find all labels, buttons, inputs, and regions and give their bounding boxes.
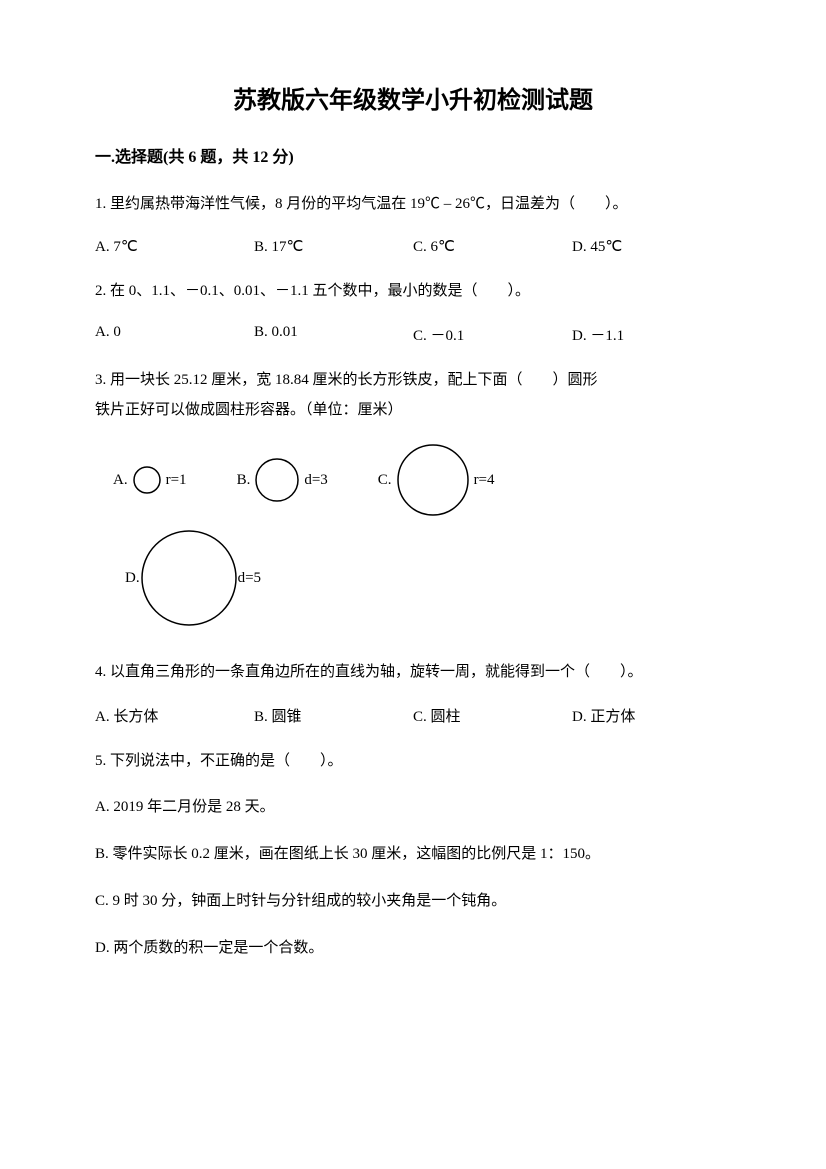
q1-option-d: D. 45℃ [572,237,731,256]
question-3-line2: 铁片正好可以做成圆柱形容器。（单位：厘米） [95,395,731,425]
q4-option-a: A. 长方体 [95,705,254,726]
q3-option-b: B. d=3 [237,457,328,503]
q3-c-letter: C. [378,472,392,489]
question-3-options-abc: A. r=1 B. d=3 C. r=4 [95,443,731,517]
question-3-text: 3. 用一块长 25.12 厘米，宽 18.84 厘米的长方形铁皮，配上下面（ … [95,365,731,425]
page-title: 苏教版六年级数学小升初检测试题 [95,80,731,115]
q4-option-c: C. 圆柱 [413,705,572,726]
q1-option-c: C. 6℃ [413,237,572,256]
q3-d-label: d=5 [238,570,261,587]
q2-option-d: D. －1.1 [572,324,731,345]
q5-statement-a: A. 2019 年二月份是 28 天。 [95,794,731,821]
circle-d-icon [140,529,238,627]
q3-b-label: d=3 [304,472,327,489]
q3-a-letter: A. [113,472,128,489]
q3-option-d: D. d=5 [125,529,261,627]
q1-option-b: B. 17℃ [254,237,413,256]
question-1-text: 1. 里约属热带海洋性气候，8 月份的平均气温在 19℃ – 26℃，日温差为（… [95,189,731,219]
circle-c-icon [396,443,470,517]
q5-statement-b: B. 零件实际长 0.2 厘米，画在图纸上长 30 厘米，这幅图的比例尺是 1：… [95,841,731,868]
q2-option-c: C. －0.1 [413,324,572,345]
question-1-options: A. 7℃ B. 17℃ C. 6℃ D. 45℃ [95,237,731,256]
q3-b-letter: B. [237,472,251,489]
section-1-header: 一.选择题(共 6 题，共 12 分) [95,143,731,167]
question-3-option-d-row: D. d=5 [95,529,731,627]
question-5-text: 5. 下列说法中，不正确的是（ ）。 [95,746,731,776]
q2-option-a: A. 0 [95,324,254,345]
q3-a-label: r=1 [166,472,187,489]
q2-option-b: B. 0.01 [254,324,413,345]
q3-c-label: r=4 [474,472,495,489]
question-2-text: 2. 在 0、1.1、－0.1、0.01、－1.1 五个数中，最小的数是（ ）。 [95,276,731,306]
circle-a-icon [132,465,162,495]
q1-option-a: A. 7℃ [95,237,254,256]
question-4-text: 4. 以直角三角形的一条直角边所在的直线为轴，旋转一周，就能得到一个（ ）。 [95,657,731,687]
question-2-options: A. 0 B. 0.01 C. －0.1 D. －1.1 [95,324,731,345]
q4-option-d: D. 正方体 [572,705,731,726]
question-4-options: A. 长方体 B. 圆锥 C. 圆柱 D. 正方体 [95,705,731,726]
circle-b-icon [254,457,300,503]
q3-option-c: C. r=4 [378,443,495,517]
q4-option-b: B. 圆锥 [254,705,413,726]
q5-statement-c: C. 9 时 30 分，钟面上时针与分针组成的较小夹角是一个钝角。 [95,888,731,915]
question-3-line1: 3. 用一块长 25.12 厘米，宽 18.84 厘米的长方形铁皮，配上下面（ … [95,365,731,395]
q5-statement-d: D. 两个质数的积一定是一个合数。 [95,935,731,962]
q3-option-a: A. r=1 [113,465,187,495]
q3-d-letter: D. [125,570,140,587]
